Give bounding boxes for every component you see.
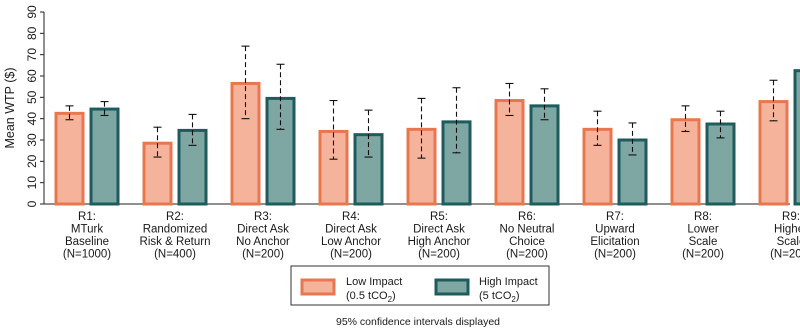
bar-high-impact-5	[443, 122, 470, 204]
x-tick-label-line: (N=200)	[682, 249, 724, 261]
bars	[56, 71, 800, 204]
y-tick-label: 90	[25, 5, 39, 19]
legend-swatch-low-impact	[302, 280, 334, 294]
y-axis-label: Mean WTP ($)	[3, 67, 17, 148]
x-tick-label-line: Lower	[687, 224, 718, 236]
x-tick-label-line: Randomized	[143, 224, 208, 236]
x-tick-label-line: R7:	[606, 211, 624, 223]
y-tick-label: 10	[25, 176, 39, 190]
bar-low-impact-7	[584, 129, 611, 204]
legend: Low Impact (0.5 tCO2) High Impact (5 tCO…	[291, 266, 549, 305]
legend-swatch-high-impact	[436, 280, 468, 294]
x-tick-label-line: Risk & Return	[140, 236, 211, 248]
x-tick-label-line: R8:	[694, 211, 712, 223]
y-tick-label: 60	[25, 69, 39, 83]
bar-high-impact-9	[795, 71, 800, 204]
x-tick-label-line: (N=200)	[770, 249, 800, 261]
bar-low-impact-3	[232, 83, 259, 204]
x-tick-label-line: Higher	[774, 224, 800, 236]
x-tick-label-line: (N=200)	[418, 249, 460, 261]
x-tick-label-line: Elicitation	[590, 236, 639, 248]
x-tick-label-line: (N=200)	[594, 249, 636, 261]
bar-low-impact-6	[496, 101, 523, 204]
x-tick-label-line: Low Anchor	[321, 236, 381, 248]
y-tick-label: 20	[25, 154, 39, 168]
x-tick-label-line: R9:	[782, 211, 800, 223]
y-tick-label: 80	[25, 26, 39, 40]
y-tick-label: 30	[25, 133, 39, 147]
y-tick-label: 0	[25, 200, 39, 207]
legend-label-high-impact: High Impact	[479, 276, 538, 288]
x-tick-label-line: Baseline	[65, 236, 109, 248]
x-tick-label-line: Direct Ask	[413, 224, 465, 236]
x-tick-label-line: No Anchor	[236, 236, 290, 248]
legend-label-high-impact-unit: (5 tCO2)	[479, 290, 520, 304]
x-tick-label-line: MTurk	[71, 224, 103, 236]
x-tick-label-line: Direct Ask	[325, 224, 377, 236]
bar-high-impact-1	[91, 109, 118, 204]
x-tick-label-line: (N=200)	[330, 249, 372, 261]
x-tick-label-line: (N=200)	[506, 249, 548, 261]
x-tick-label-line: R1:	[78, 211, 96, 223]
bar-low-impact-1	[56, 113, 83, 204]
x-tick-label-line: R5:	[430, 211, 448, 223]
x-tick-label-line: R3:	[254, 211, 272, 223]
bar-high-impact-6	[531, 106, 558, 204]
x-tick-label-line: No Neutral	[500, 224, 555, 236]
legend-label-low-impact: Low Impact	[346, 276, 402, 288]
y-tick-label: 50	[25, 90, 39, 104]
x-tick-label-line: R6:	[518, 211, 536, 223]
x-tick-label-line: High Anchor	[408, 236, 471, 248]
bar-low-impact-8	[672, 120, 699, 204]
legend-label-low-impact-unit: (0.5 tCO2)	[346, 290, 396, 304]
y-tick-label: 40	[25, 112, 39, 126]
footnote: 95% confidence intervals displayed	[336, 316, 500, 328]
x-tick-label-line: R2:	[166, 211, 184, 223]
x-tick-label-line: Scale	[777, 236, 800, 248]
x-tick-label-line: (N=400)	[154, 249, 196, 261]
x-tick-label-line: Upward	[595, 224, 635, 236]
x-tick-label-line: Scale	[689, 236, 718, 248]
y-tick-label: 70	[25, 48, 39, 62]
x-tick-label-line: Direct Ask	[237, 224, 289, 236]
x-tick-label-line: (N=200)	[242, 249, 284, 261]
x-tick-label-line: R4:	[342, 211, 360, 223]
x-tick-label-line: (N=1000)	[63, 249, 111, 261]
x-tick-label-line: Choice	[509, 236, 545, 248]
